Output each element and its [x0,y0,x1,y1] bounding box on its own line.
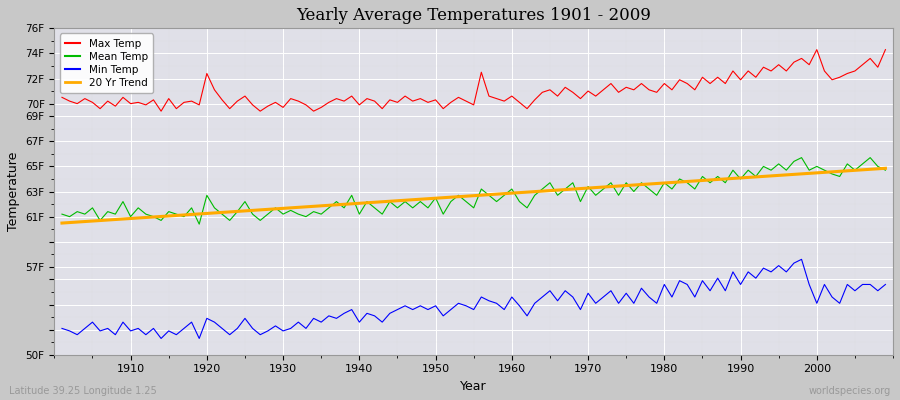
X-axis label: Year: Year [461,380,487,393]
Legend: Max Temp, Mean Temp, Min Temp, 20 Yr Trend: Max Temp, Mean Temp, Min Temp, 20 Yr Tre… [59,34,153,93]
Text: Latitude 39.25 Longitude 1.25: Latitude 39.25 Longitude 1.25 [9,386,157,396]
Title: Yearly Average Temperatures 1901 - 2009: Yearly Average Temperatures 1901 - 2009 [296,7,651,24]
Text: worldspecies.org: worldspecies.org [809,386,891,396]
Y-axis label: Temperature: Temperature [7,152,20,231]
